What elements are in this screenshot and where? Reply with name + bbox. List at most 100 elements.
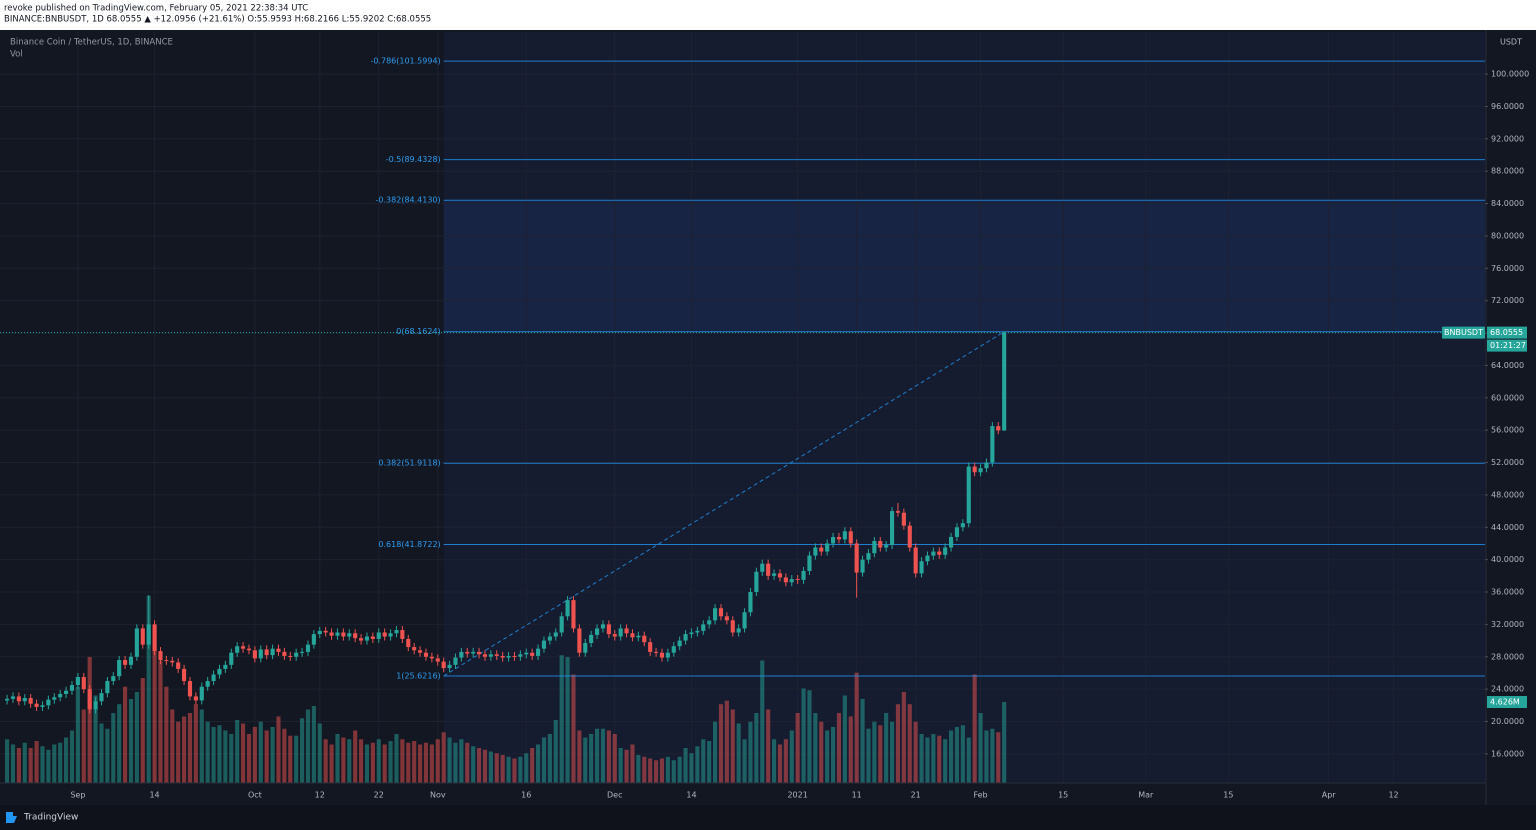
candle-body (854, 543, 859, 573)
volume-bar (996, 732, 1001, 783)
candle-body (64, 690, 69, 694)
volume-bar (665, 756, 670, 783)
volume-bar (895, 704, 901, 783)
plot-layer: -0.786(101.5994) -0.5(89.4328) -0.382(84.4… (0, 32, 1486, 783)
y-tick-label: 52.0000 (1491, 458, 1524, 467)
volume-bar (813, 712, 818, 783)
candle-body (146, 624, 151, 645)
volume-bar (294, 735, 299, 783)
candle-body (807, 555, 812, 571)
candle-body (311, 634, 316, 645)
candle-body (907, 525, 912, 548)
volume-bar (235, 719, 240, 783)
candle-body (919, 561, 924, 574)
x-tick-label: 14 (149, 791, 159, 800)
volume-bar (872, 721, 877, 783)
volume-bar (577, 730, 582, 783)
candle-body (677, 640, 682, 647)
volume-bar (807, 690, 812, 783)
candle-body (895, 511, 901, 513)
volume-bar (766, 709, 771, 783)
candle-body (294, 652, 299, 657)
candle-body (801, 570, 806, 580)
volume-bar (771, 739, 777, 783)
volume-bar (16, 747, 21, 783)
candle-body (730, 620, 735, 633)
volume-bar (252, 726, 257, 783)
x-tick-label: Apr (1322, 791, 1337, 800)
volume-tag: 4.626M (1490, 698, 1520, 707)
candle-body (512, 655, 517, 657)
y-tick-label: 16.0000 (1491, 749, 1524, 758)
candle-body (830, 536, 836, 544)
volume-bar (960, 725, 965, 783)
footer-bg (0, 805, 1536, 830)
candle-body (654, 651, 659, 653)
symbol-tag-bg (1442, 326, 1485, 339)
volume-bar (801, 688, 806, 783)
volume-bar (860, 698, 865, 783)
volume-bar (258, 721, 263, 783)
volume-bar (423, 742, 429, 783)
y-tick-label: 76.0000 (1491, 264, 1524, 273)
x-tick-label: Feb (973, 791, 987, 800)
candle-body (618, 628, 623, 637)
volume-bar (943, 739, 948, 783)
volume-bar (884, 712, 889, 783)
candle-body (388, 633, 393, 637)
volume-bar (595, 728, 600, 783)
candle-body (972, 466, 977, 473)
volume-bar (388, 740, 393, 783)
candle-body (152, 624, 157, 652)
candle-body (636, 635, 641, 638)
candle-body (541, 640, 547, 649)
volume-bar (288, 735, 293, 783)
candle-body (300, 651, 305, 653)
candle-body (860, 559, 865, 573)
volume-bar (825, 730, 830, 783)
volume-bar (889, 721, 895, 783)
y-tick-label: 72.0000 (1491, 296, 1524, 305)
volume-bar (75, 686, 80, 783)
volume-bar (64, 737, 69, 783)
candle-body (447, 664, 452, 669)
candle-body (46, 699, 51, 706)
candle-body (848, 531, 853, 544)
candle-body (323, 630, 328, 633)
volume-bar (193, 704, 198, 783)
brand[interactable]: TradingView (23, 813, 78, 823)
countdown: 01:21:27 (1490, 341, 1526, 350)
volume-bar (482, 749, 488, 783)
volume-tag-bg (1487, 696, 1527, 709)
candle-body (270, 648, 275, 656)
volume-bar (211, 726, 216, 783)
candle-body (990, 426, 995, 463)
x-tick-label: Oct (248, 791, 262, 800)
candle-body (665, 652, 670, 658)
candle-body (211, 674, 216, 682)
volume-bar (925, 737, 930, 783)
volume-bar (630, 744, 635, 783)
volume-bar (488, 751, 493, 783)
volume-bar (683, 747, 688, 783)
volume-bar (347, 739, 352, 783)
volume-bar (830, 726, 836, 783)
y-tick-label: 84.0000 (1491, 199, 1524, 208)
candle-body (246, 648, 252, 651)
volume-bar (93, 695, 98, 783)
volume-bar (394, 733, 399, 783)
volume-bar (34, 740, 39, 783)
fib-trend (443, 331, 1005, 677)
volume-bar (359, 739, 364, 783)
candle-body (229, 652, 234, 665)
x-tick-label: Sep (70, 791, 85, 800)
symbol-tag: BNBUSDT (1444, 328, 1483, 337)
x-tick-label: Nov (430, 791, 446, 800)
volume-bar (447, 737, 452, 783)
candle-body (382, 632, 387, 637)
candle-body (69, 685, 75, 691)
candle-body (577, 628, 582, 653)
candle-body (288, 655, 293, 657)
volume-bar (618, 747, 623, 783)
candle-body (565, 600, 570, 617)
